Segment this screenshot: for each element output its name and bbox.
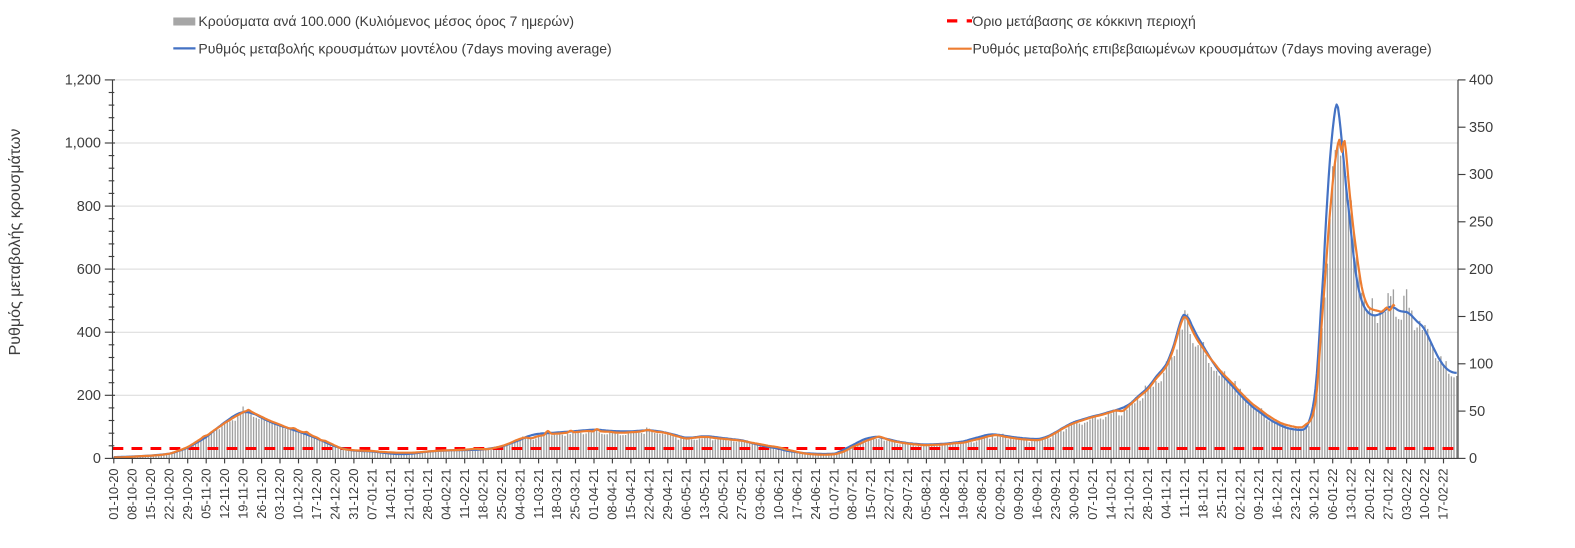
svg-text:30-12-21: 30-12-21	[1306, 469, 1321, 520]
svg-text:09-12-21: 09-12-21	[1251, 469, 1266, 520]
svg-text:12-11-20: 12-11-20	[217, 469, 232, 519]
svg-text:17-12-20: 17-12-20	[309, 469, 324, 520]
svg-text:22-04-21: 22-04-21	[642, 469, 657, 520]
svg-text:22-07-21: 22-07-21	[882, 469, 897, 520]
svg-text:01-04-21: 01-04-21	[586, 469, 601, 520]
svg-text:15-04-21: 15-04-21	[623, 469, 638, 520]
svg-text:100: 100	[1469, 357, 1493, 373]
svg-text:10-12-20: 10-12-20	[291, 469, 306, 520]
svg-text:11-11-21: 11-11-21	[1177, 469, 1192, 518]
svg-text:300: 300	[1469, 167, 1493, 183]
svg-text:05-08-21: 05-08-21	[919, 469, 934, 520]
svg-text:15-10-20: 15-10-20	[143, 469, 158, 520]
svg-text:Ρυθμός μεταβολής επιβεβαιωμένω: Ρυθμός μεταβολής επιβεβαιωμένων κρουσμάτ…	[973, 40, 1432, 56]
svg-text:Ρυθμός μεταβολής κρουσμάτων: Ρυθμός μεταβολής κρουσμάτων	[7, 129, 24, 356]
svg-text:250: 250	[1469, 215, 1493, 231]
svg-text:23-12-21: 23-12-21	[1288, 469, 1303, 520]
svg-text:02-12-21: 02-12-21	[1233, 469, 1248, 520]
svg-text:28-01-21: 28-01-21	[420, 469, 435, 520]
svg-text:14-01-21: 14-01-21	[383, 469, 398, 520]
svg-text:11-03-21: 11-03-21	[531, 469, 546, 519]
svg-text:400: 400	[77, 325, 101, 341]
svg-text:04-11-21: 04-11-21	[1159, 469, 1174, 519]
svg-text:20-01-22: 20-01-22	[1362, 469, 1377, 520]
svg-text:05-11-20: 05-11-20	[198, 469, 213, 519]
svg-text:29-07-21: 29-07-21	[900, 469, 915, 520]
svg-text:06-05-21: 06-05-21	[679, 469, 694, 520]
svg-text:23-09-21: 23-09-21	[1048, 469, 1063, 520]
svg-text:01-10-20: 01-10-20	[106, 469, 121, 520]
svg-text:17-02-22: 17-02-22	[1436, 469, 1451, 520]
svg-text:08-04-21: 08-04-21	[605, 469, 620, 520]
svg-text:11-02-21: 11-02-21	[457, 469, 472, 519]
svg-text:13-01-22: 13-01-22	[1343, 469, 1358, 520]
svg-text:20-05-21: 20-05-21	[716, 469, 731, 520]
svg-text:200: 200	[77, 388, 101, 404]
svg-text:Όριο μετάβασης σε κόκκινη περι: Όριο μετάβασης σε κόκκινη περιοχή	[972, 13, 1196, 29]
svg-text:25-11-21: 25-11-21	[1214, 469, 1229, 519]
svg-text:25-02-21: 25-02-21	[494, 469, 509, 520]
svg-text:29-04-21: 29-04-21	[660, 469, 675, 520]
svg-text:26-08-21: 26-08-21	[974, 469, 989, 520]
svg-text:800: 800	[77, 199, 101, 215]
svg-text:01-07-21: 01-07-21	[826, 469, 841, 520]
svg-text:21-01-21: 21-01-21	[402, 469, 417, 520]
svg-text:10-02-22: 10-02-22	[1417, 469, 1432, 520]
svg-text:15-07-21: 15-07-21	[863, 469, 878, 520]
svg-text:16-09-21: 16-09-21	[1029, 469, 1044, 520]
svg-text:1,200: 1,200	[65, 73, 101, 89]
svg-text:13-05-21: 13-05-21	[697, 469, 712, 520]
svg-text:14-10-21: 14-10-21	[1103, 469, 1118, 520]
svg-text:03-12-20: 03-12-20	[272, 469, 287, 520]
svg-text:200: 200	[1469, 262, 1493, 278]
svg-text:22-10-20: 22-10-20	[161, 469, 176, 520]
svg-text:18-03-21: 18-03-21	[549, 469, 564, 520]
svg-text:1,000: 1,000	[65, 136, 101, 152]
svg-text:16-12-21: 16-12-21	[1270, 469, 1285, 520]
svg-text:350: 350	[1469, 120, 1493, 136]
svg-text:0: 0	[93, 451, 101, 467]
svg-text:17-06-21: 17-06-21	[789, 469, 804, 520]
svg-text:09-09-21: 09-09-21	[1011, 469, 1026, 520]
svg-text:03-02-22: 03-02-22	[1399, 469, 1414, 520]
svg-text:400: 400	[1469, 73, 1493, 89]
svg-text:12-08-21: 12-08-21	[937, 469, 952, 520]
svg-text:02-09-21: 02-09-21	[993, 469, 1008, 520]
svg-text:24-06-21: 24-06-21	[808, 469, 823, 520]
svg-text:Κρούσματα ανά 100.000 (Κυλιόμε: Κρούσματα ανά 100.000 (Κυλιόμενος μέσος …	[198, 13, 574, 29]
svg-text:Ρυθμός μεταβολής κρουσμάτων μο: Ρυθμός μεταβολής κρουσμάτων μοντέλου (7d…	[198, 40, 611, 56]
svg-text:06-01-22: 06-01-22	[1325, 469, 1340, 520]
svg-text:03-06-21: 03-06-21	[752, 469, 767, 520]
svg-text:04-02-21: 04-02-21	[438, 469, 453, 520]
svg-text:31-12-20: 31-12-20	[346, 469, 361, 520]
svg-text:0: 0	[1469, 451, 1477, 467]
svg-text:19-11-20: 19-11-20	[235, 469, 250, 519]
svg-text:08-07-21: 08-07-21	[845, 469, 860, 520]
svg-text:25-03-21: 25-03-21	[568, 469, 583, 520]
svg-text:21-10-21: 21-10-21	[1122, 469, 1137, 520]
svg-text:24-12-20: 24-12-20	[328, 469, 343, 520]
svg-text:150: 150	[1469, 309, 1493, 325]
svg-text:18-02-21: 18-02-21	[475, 469, 490, 520]
svg-text:07-10-21: 07-10-21	[1085, 469, 1100, 520]
svg-text:26-11-20: 26-11-20	[254, 469, 269, 519]
svg-text:28-10-21: 28-10-21	[1140, 469, 1155, 520]
svg-text:08-10-20: 08-10-20	[125, 469, 140, 520]
svg-text:27-01-22: 27-01-22	[1380, 469, 1395, 520]
svg-text:50: 50	[1469, 404, 1485, 420]
svg-text:18-11-21: 18-11-21	[1196, 469, 1211, 519]
svg-text:19-08-21: 19-08-21	[956, 469, 971, 520]
svg-text:29-10-20: 29-10-20	[180, 469, 195, 520]
svg-text:27-05-21: 27-05-21	[734, 469, 749, 520]
svg-text:600: 600	[77, 262, 101, 278]
svg-text:07-01-21: 07-01-21	[365, 469, 380, 520]
svg-text:10-06-21: 10-06-21	[771, 469, 786, 520]
svg-text:30-09-21: 30-09-21	[1066, 469, 1081, 520]
svg-text:04-03-21: 04-03-21	[512, 469, 527, 520]
